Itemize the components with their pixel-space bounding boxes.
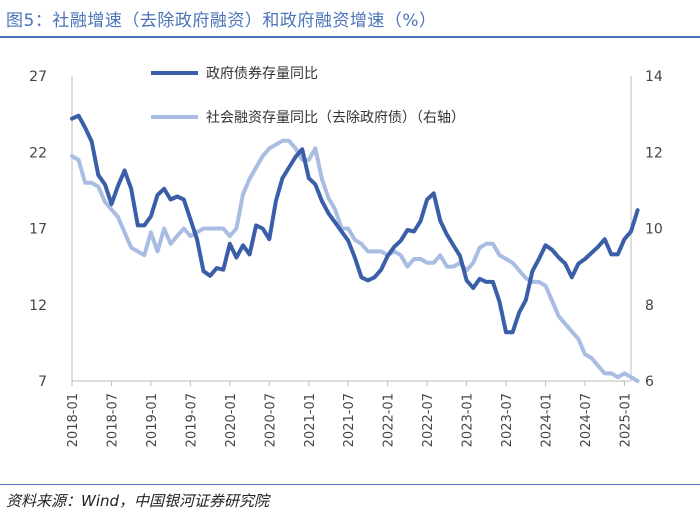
right-tick-label: 8 — [645, 298, 654, 314]
left-tick-label: 7 — [38, 374, 47, 390]
right-tick-label: 14 — [645, 69, 663, 85]
title-rule — [0, 36, 700, 38]
x-tick-label: 2022-07 — [421, 393, 436, 447]
x-tick-label: 2024-01 — [540, 393, 555, 447]
legend-label-series-1: 社会融资存量同比（去除政府债）（右轴） — [206, 110, 465, 126]
x-tick-label: 2020-01 — [224, 393, 239, 447]
right-axis-ticks: 6 8 10 12 14 — [645, 69, 663, 390]
x-tick-label: 2020-07 — [263, 393, 278, 447]
x-tick-label: 2021-07 — [342, 393, 357, 447]
left-tick-label: 17 — [29, 222, 47, 238]
x-tick-label: 2023-07 — [500, 393, 515, 447]
x-tick-label: 2019-01 — [145, 393, 160, 447]
x-tick-label: 2018-07 — [105, 393, 120, 447]
left-tick-label: 22 — [29, 145, 47, 161]
legend: 政府债券存量同比 社会融资存量同比（去除政府债）（右轴） — [151, 66, 465, 126]
right-tick-label: 12 — [645, 145, 663, 161]
bottom-rule — [0, 484, 700, 485]
x-tick-label: 2022-01 — [382, 393, 397, 447]
x-tick-label: 2018-01 — [66, 393, 81, 447]
x-tick-label: 2021-01 — [303, 393, 318, 447]
legend-label-series-0: 政府债券存量同比 — [206, 66, 318, 82]
x-tick-label: 2025-01 — [618, 393, 633, 447]
x-tick-label: 2023-01 — [461, 393, 476, 447]
series-line-left — [70, 113, 640, 335]
source-note: 资料来源：Wind，中国银河证券研究院 — [6, 492, 270, 510]
figure-title: 图5：社融增速（去除政府融资）和政府融资增速（%） — [6, 11, 437, 31]
left-axis-ticks: 7 12 17 22 27 — [29, 69, 47, 390]
series-line-right — [70, 138, 640, 383]
x-tick-label: 2019-07 — [184, 393, 199, 447]
x-axis-ticks: 2018-01 2018-07 2019-01 2019-07 2020-01 2020-… — [66, 381, 633, 447]
left-tick-label: 12 — [29, 298, 47, 314]
x-tick-label: 2024-07 — [579, 393, 594, 447]
right-tick-label: 10 — [645, 222, 663, 238]
left-tick-label: 27 — [29, 69, 47, 85]
right-tick-label: 6 — [645, 374, 654, 390]
